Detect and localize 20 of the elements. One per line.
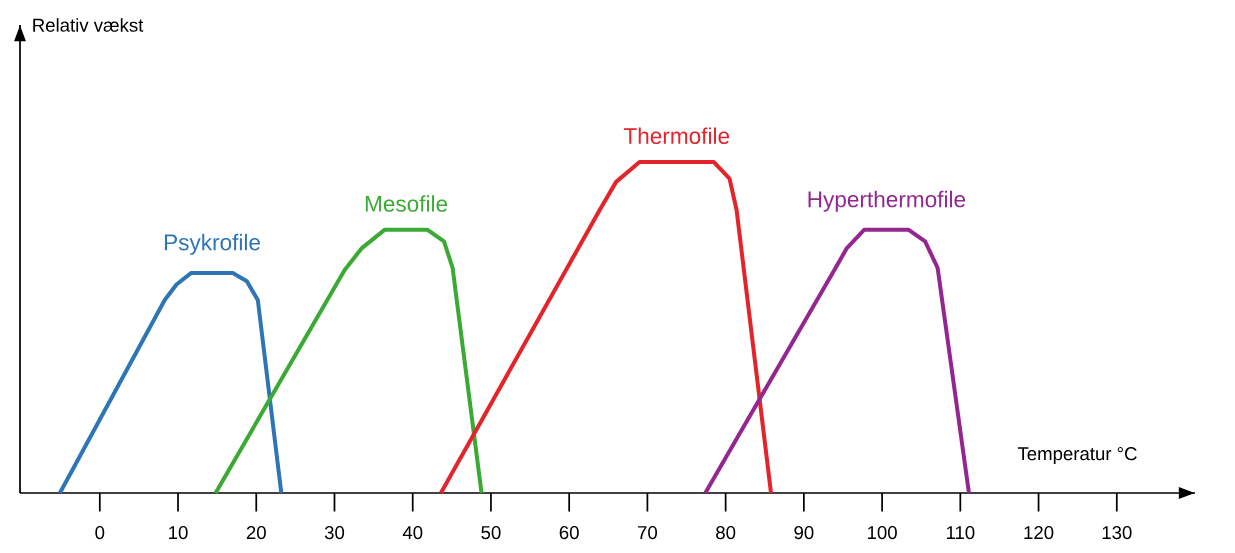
series-label: Hyperthermofile <box>808 190 966 212</box>
x-tick-label: 70 <box>638 526 658 540</box>
x-tick-label: 90 <box>794 526 814 540</box>
x-tick-label: 30 <box>324 526 345 540</box>
x-axis-title: Temperatur °C <box>1017 447 1137 464</box>
series-label: Mesofile <box>365 195 448 212</box>
x-tick-label: 130 <box>1102 526 1132 540</box>
x-tick-label: 10 <box>169 526 188 540</box>
x-tick-label: 120 <box>1024 526 1054 540</box>
text: Relativ vækst <box>33 18 144 32</box>
x-tick-label: 80 <box>716 526 736 540</box>
x-tick-label: 0 <box>95 526 105 540</box>
x-tick-label: 60 <box>559 526 579 540</box>
x-tick-label: 40 <box>402 526 423 540</box>
x-tick-label: 110 <box>946 526 975 540</box>
x-tick-label: 100 <box>868 526 897 540</box>
x-tick-label: 20 <box>246 526 266 540</box>
x-tick-label: 50 <box>481 526 501 540</box>
series-label: Thermofile <box>623 127 730 144</box>
series-label: Psykrofile <box>164 233 260 255</box>
